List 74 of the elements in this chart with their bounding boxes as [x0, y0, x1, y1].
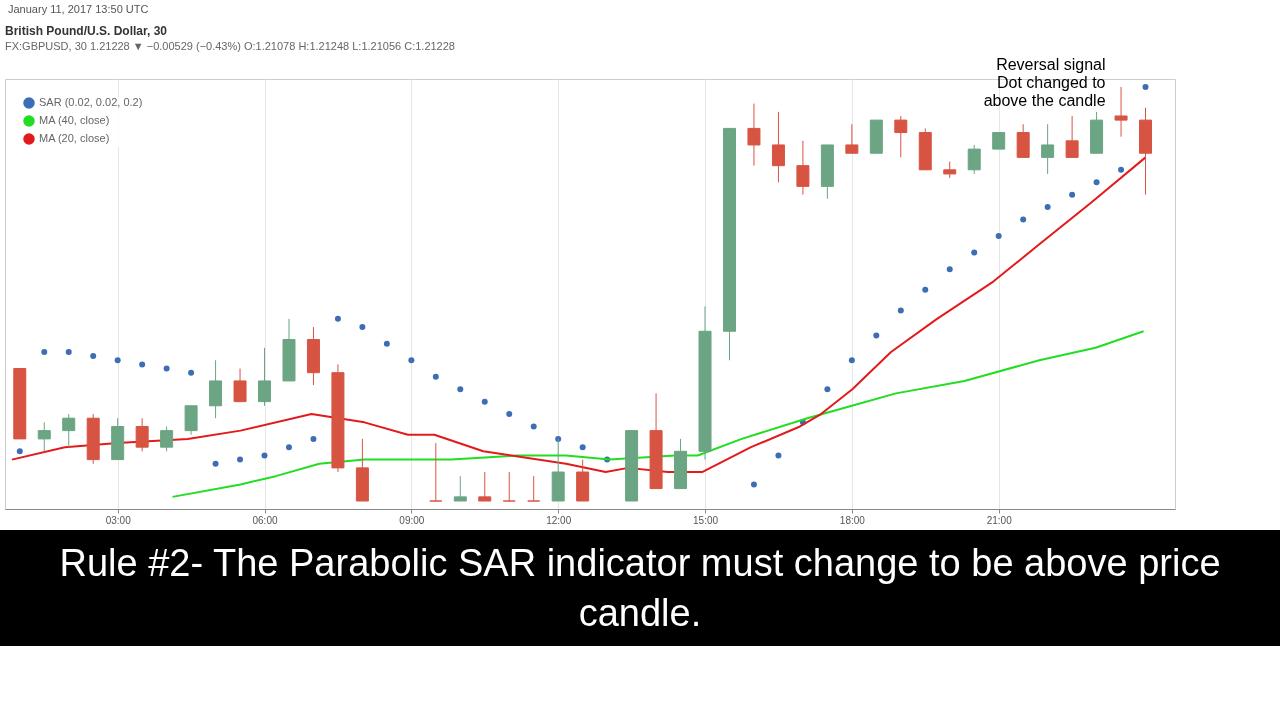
legend-label: MA (40, close) — [39, 114, 110, 126]
point — [457, 386, 464, 393]
point — [1069, 191, 1076, 198]
point — [971, 249, 978, 256]
candlestick — [453, 475, 467, 502]
candlestick — [233, 368, 247, 403]
chart-title: British Pound/U.S. Dollar, 30 — [5, 24, 168, 38]
candlestick — [845, 123, 859, 154]
point — [946, 266, 953, 273]
point — [139, 361, 146, 368]
x-tick-label: 18:00 — [839, 514, 866, 526]
point — [163, 365, 170, 372]
point — [188, 369, 195, 376]
candlestick — [894, 115, 908, 158]
candlestick — [160, 425, 174, 452]
point — [383, 340, 390, 347]
point — [750, 481, 757, 488]
point — [530, 423, 537, 430]
point — [408, 357, 415, 364]
x-tick-label: 06:00 — [252, 514, 278, 526]
point — [212, 460, 219, 467]
candlestick — [967, 144, 981, 175]
point — [848, 357, 855, 364]
candlestick — [771, 111, 785, 183]
point — [41, 348, 48, 355]
point — [65, 348, 72, 355]
candlestick — [747, 103, 761, 167]
chart-subtitle: FX:GBPUSD, 30 1.21228 ▼ −0.00529 (−0.43%) O:1.21078 H:1.21248 L:1.21056 C:1.21228 — [5, 40, 455, 52]
point — [897, 307, 904, 314]
point — [1093, 179, 1100, 186]
point — [1044, 204, 1051, 211]
candlestick — [1041, 123, 1055, 175]
x-tick-label: 21:00 — [986, 514, 1013, 526]
point — [310, 435, 317, 442]
candlestick — [527, 475, 541, 502]
point — [114, 357, 121, 364]
candlestick — [796, 140, 810, 196]
x-tick-label: 03:00 — [105, 514, 132, 526]
candlestick — [37, 421, 51, 452]
point — [1020, 216, 1027, 223]
point — [16, 448, 23, 455]
legend-label: SAR (0.02, 0.02, 0.2) — [39, 96, 143, 108]
point — [579, 444, 586, 451]
point — [824, 386, 831, 393]
candlestick — [62, 413, 76, 448]
point — [334, 315, 341, 322]
point — [1118, 166, 1125, 173]
point — [775, 452, 782, 459]
point — [432, 373, 439, 380]
legend-label: MA (20, close) — [39, 132, 110, 144]
text: January 11, 2017 13:50 UTC — [8, 3, 150, 15]
point — [359, 324, 366, 331]
point — [506, 411, 513, 418]
point — [995, 233, 1002, 240]
point — [922, 286, 929, 293]
text: Rule #2- The Parabolic SAR indicator must change to be above price candle. — [58, 541, 1222, 636]
candlestick — [429, 442, 443, 502]
point — [481, 398, 488, 405]
candlestick — [1065, 115, 1079, 158]
point — [1142, 84, 1149, 90]
point — [237, 456, 244, 463]
point — [261, 452, 268, 459]
candlestick — [478, 471, 492, 502]
annotation: Reversal signal Dot changed to above the candle — [983, 56, 1106, 109]
point — [873, 332, 880, 339]
point — [90, 353, 97, 360]
candlestick — [1114, 86, 1128, 138]
candlestick — [258, 347, 272, 407]
x-tick-label: 09:00 — [399, 514, 425, 526]
x-tick-label: 15:00 — [693, 514, 719, 526]
x-tick-label: 12:00 — [546, 514, 572, 526]
candlestick — [135, 417, 149, 452]
point — [285, 444, 292, 451]
candlestick — [502, 471, 516, 502]
